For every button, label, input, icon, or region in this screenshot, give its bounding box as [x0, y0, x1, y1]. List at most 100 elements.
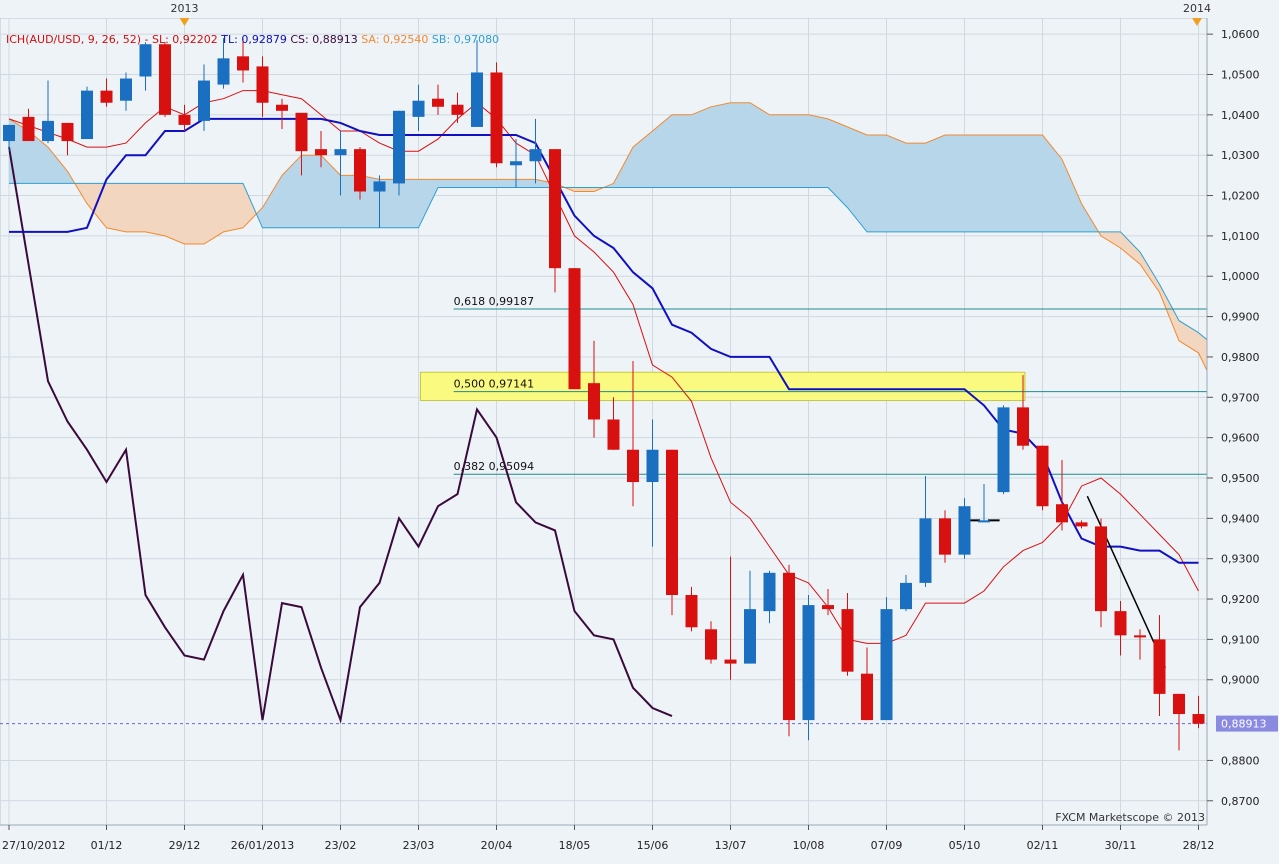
- x-tick-label: 10/08: [793, 839, 825, 852]
- cloud-segment: [769, 114, 789, 188]
- candle-down: [295, 112, 308, 176]
- cloud-segment: [126, 183, 146, 232]
- candle-up: [198, 64, 210, 131]
- x-tick-label: 23/03: [403, 839, 435, 852]
- candle-up: [120, 72, 132, 111]
- legend-item: CS: 0,88913: [290, 33, 361, 46]
- candle-down: [432, 84, 444, 115]
- candle-down: [627, 360, 639, 507]
- legend-item: SL: 0,92202: [152, 33, 221, 46]
- legend-item: SB: 0,97080: [432, 33, 499, 46]
- cloud-segment: [496, 179, 516, 188]
- candle-body: [490, 72, 503, 164]
- cloud-segment: [165, 183, 185, 244]
- cloud-segment: [204, 183, 224, 244]
- y-tick-label: 0,8700: [1221, 795, 1260, 808]
- candle-up: [646, 419, 659, 547]
- cloud-segment: [321, 155, 341, 228]
- candle-down: [276, 98, 288, 129]
- candle-down: [490, 62, 503, 168]
- candle-down: [1095, 518, 1107, 628]
- candle-body: [783, 572, 795, 721]
- cloud-segment: [906, 143, 926, 232]
- cloud-segment: [399, 179, 419, 228]
- candle-body: [1153, 639, 1166, 694]
- y-tick-label: 0,9100: [1221, 633, 1260, 646]
- candle-body: [178, 114, 191, 125]
- cloud-segment: [945, 135, 965, 232]
- candle-body: [295, 112, 308, 152]
- candle-up: [978, 484, 990, 523]
- cloud-segment: [28, 131, 48, 184]
- cloud-segment: [106, 183, 126, 232]
- cloud-segment: [145, 183, 165, 236]
- candle-down: [1173, 693, 1185, 751]
- cloud-segment: [1159, 284, 1179, 341]
- cloud-segment: [1120, 231, 1140, 265]
- y-tick-label: 0,9200: [1221, 593, 1260, 606]
- senkou-span-a-line: [8, 102, 1219, 394]
- cloud-segment: [867, 135, 887, 232]
- candle-body: [198, 80, 210, 121]
- candle-body: [744, 609, 756, 664]
- candle-body: [42, 120, 54, 142]
- candle-body: [510, 161, 522, 166]
- candle-down: [568, 268, 581, 390]
- y-tick-label: 1,0200: [1221, 190, 1260, 203]
- x-tick-label: 23/02: [325, 839, 357, 852]
- year-marker-label: 2014: [1183, 2, 1211, 15]
- candle-body: [412, 100, 425, 117]
- candle-body: [139, 44, 152, 77]
- y-tick-label: 1,0600: [1221, 28, 1260, 41]
- candle-down: [159, 42, 171, 117]
- candle-body: [978, 520, 990, 523]
- legend-text: ICH(AUD/USD, 9, 26, 52) - SL: 0,92202 TL…: [6, 33, 499, 46]
- legend-item: SA: 0,92540: [361, 33, 432, 46]
- candle-body: [3, 124, 15, 142]
- x-tick-label: 30/11: [1105, 839, 1137, 852]
- cloud-segment: [672, 114, 692, 188]
- cloud-segment: [1023, 135, 1043, 232]
- candle-down: [1192, 695, 1205, 729]
- cloud-segment: [282, 155, 302, 228]
- trendline: [1086, 495, 1167, 668]
- candle-body: [763, 572, 776, 612]
- candle-body: [549, 149, 561, 269]
- candle-body: [724, 659, 737, 664]
- candle-body: [588, 383, 600, 420]
- candle-down: [607, 397, 620, 450]
- candle-body: [315, 149, 327, 156]
- candle-down: [685, 586, 698, 632]
- cloud-segment: [789, 114, 809, 188]
- year-marker-band: [0, 0, 1207, 18]
- candles: [3, 38, 1205, 751]
- candle-body: [373, 181, 386, 192]
- candle-body: [705, 629, 717, 660]
- candle-down: [822, 588, 834, 616]
- y-tick-label: 0,9500: [1221, 472, 1260, 485]
- cloud-segment: [691, 106, 711, 188]
- candle-up: [3, 124, 15, 152]
- candle-body: [939, 518, 951, 555]
- x-axis-panel: [0, 825, 1279, 860]
- candle-body: [1095, 526, 1107, 612]
- x-tick-label: 20/04: [481, 839, 513, 852]
- y-tick-label: 1,0400: [1221, 109, 1260, 122]
- candle-body: [666, 449, 678, 596]
- candle-body: [900, 582, 912, 610]
- candle-body: [1056, 504, 1068, 523]
- candle-body: [646, 449, 659, 483]
- legend-prefix: ICH(AUD/USD, 9, 26, 52) -: [6, 33, 152, 46]
- watermark: FXCM Marketscope © 2013: [1055, 811, 1205, 824]
- candle-down: [1017, 375, 1029, 450]
- candle-body: [1036, 445, 1049, 507]
- cloud-segment: [750, 102, 770, 188]
- candle-down: [1114, 601, 1127, 656]
- cloud-segment: [633, 131, 653, 188]
- candle-up: [529, 118, 542, 184]
- year-marker-arrow: [1192, 18, 1202, 26]
- candle-down: [549, 149, 561, 293]
- candle-down: [724, 556, 737, 680]
